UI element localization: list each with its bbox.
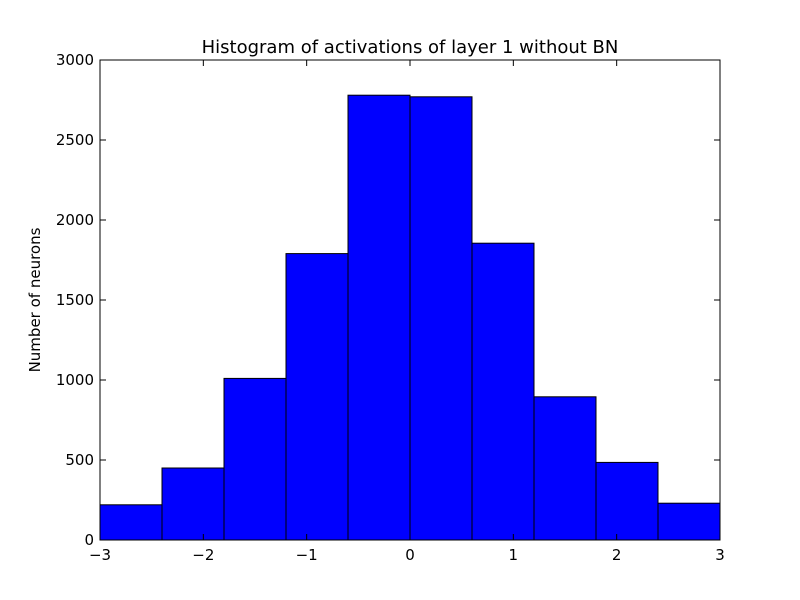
histogram-bar xyxy=(161,467,225,541)
y-tick-label: 1500 xyxy=(56,291,94,309)
histogram-bar xyxy=(99,504,163,541)
histogram-bar xyxy=(347,94,411,541)
histogram-bar xyxy=(285,253,349,541)
histogram-bar xyxy=(409,96,473,541)
x-tick-label: −3 xyxy=(89,546,111,564)
y-tick-label: 2000 xyxy=(56,211,94,229)
plot-frame xyxy=(99,59,721,541)
y-tick-label: 0 xyxy=(84,531,94,549)
x-tick-label: 3 xyxy=(715,546,725,564)
ticks-group: −3 −2 −1 0 1 2 3 0 500 1000 1500 2000 2500 3000 xyxy=(56,51,725,564)
histogram-bar xyxy=(533,396,597,541)
y-axis-label: Number of neurons xyxy=(26,227,44,372)
x-tick-label: 2 xyxy=(612,546,622,564)
y-tick-label: 500 xyxy=(65,451,94,469)
histogram-bar xyxy=(595,461,659,541)
histogram-bar xyxy=(471,242,535,541)
histogram-bar xyxy=(657,502,721,541)
y-tick-label: 2500 xyxy=(56,131,94,149)
x-tick-label: −2 xyxy=(192,546,214,564)
bars-group xyxy=(99,94,721,541)
x-tick-label: −1 xyxy=(296,546,318,564)
y-tick-label: 3000 xyxy=(56,51,94,69)
x-tick-label: 0 xyxy=(405,546,415,564)
y-tick-label: 1000 xyxy=(56,371,94,389)
histogram-bar xyxy=(223,377,287,541)
chart-title: Histogram of activations of layer 1 with… xyxy=(202,37,619,58)
x-tick-label: 1 xyxy=(509,546,519,564)
